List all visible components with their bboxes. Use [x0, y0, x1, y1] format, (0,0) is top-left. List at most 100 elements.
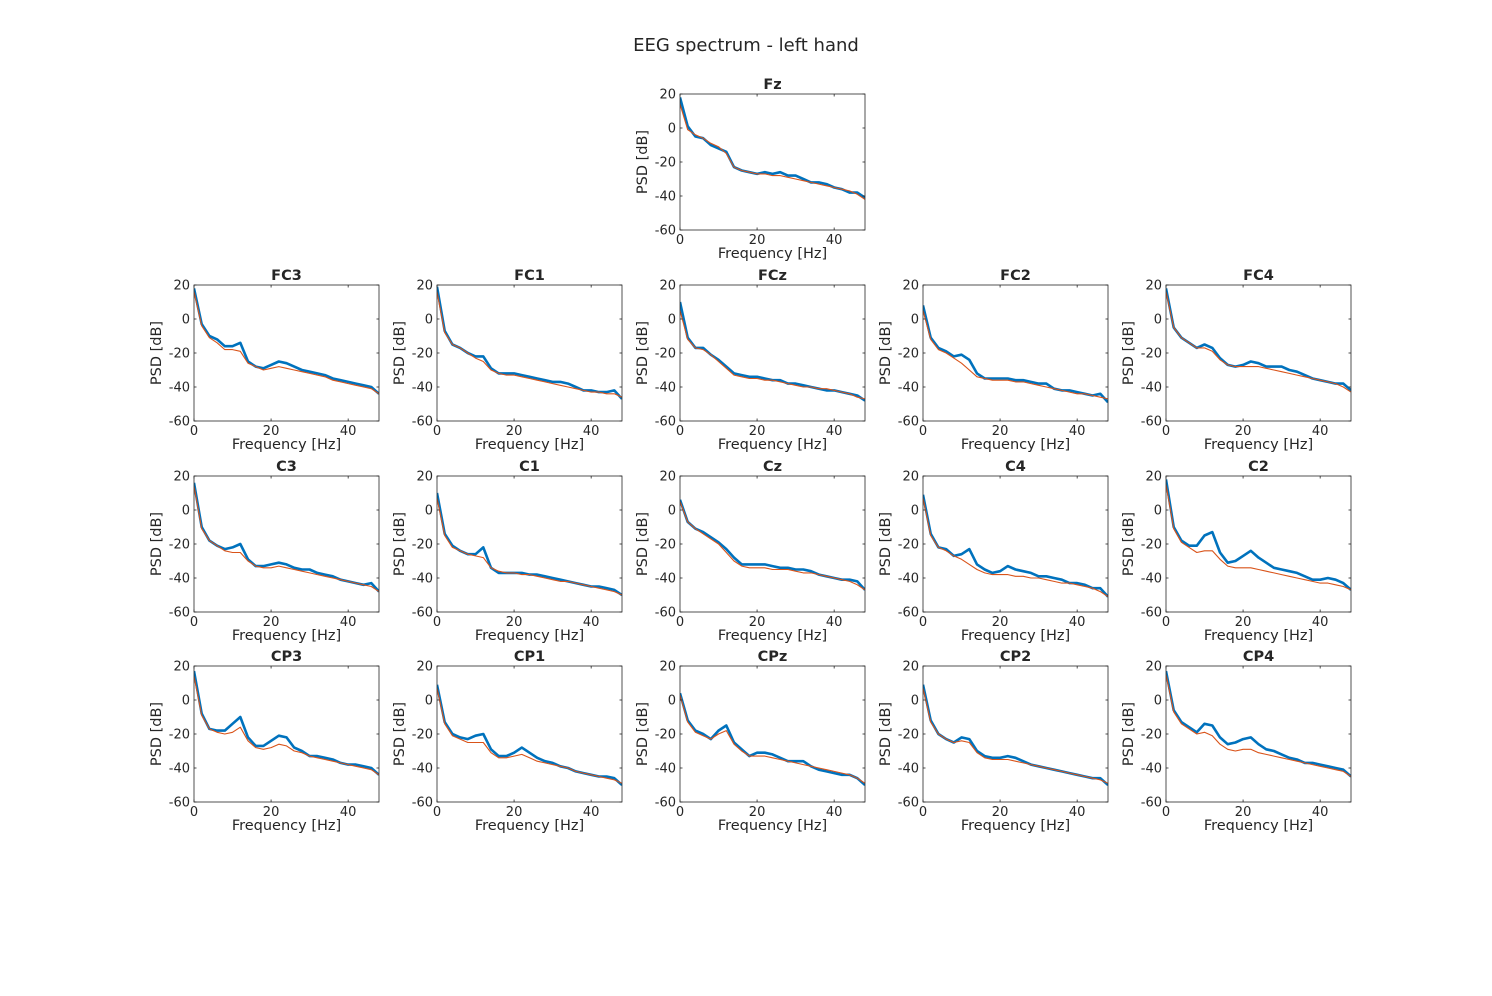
- y-tick-label: -40: [169, 572, 190, 587]
- y-tick-label: 0: [911, 504, 919, 519]
- subplot-fc4: 0 20 40 -60 -40 -20 0 20 FC4 Frequency [Hz] PSD [d…: [1121, 268, 1352, 453]
- x-tick-label: 0: [919, 805, 927, 820]
- y-tick-label: -60: [1141, 606, 1162, 621]
- x-axis-label: Frequency [Hz]: [961, 437, 1070, 453]
- y-tick-label: 0: [425, 694, 433, 709]
- x-tick-label: 20: [992, 805, 1009, 820]
- y-tick-label: -40: [898, 762, 919, 777]
- y-tick-label: -40: [412, 572, 433, 587]
- y-tick-label: 0: [425, 313, 433, 328]
- y-tick-label: 20: [173, 660, 190, 675]
- x-tick-label: 0: [433, 615, 441, 630]
- y-tick-label: -60: [412, 606, 433, 621]
- x-tick-label: 20: [749, 424, 766, 439]
- subplot-title: C1: [519, 459, 540, 475]
- y-tick-label: 0: [425, 504, 433, 519]
- series-line-2: [923, 687, 1108, 784]
- x-tick-label: 20: [992, 424, 1009, 439]
- subplot-fz: 0 20 40 -60 -40 -20 0 20 Fz Frequency [Hz] PSD [dB…: [635, 77, 866, 262]
- subplot-title: C3: [276, 459, 297, 475]
- series-line-2: [437, 291, 622, 398]
- subplot-title: CP1: [514, 649, 545, 665]
- y-tick-label: -20: [412, 347, 433, 362]
- y-axis-label: PSD [dB]: [392, 321, 408, 385]
- series-line-2: [194, 486, 379, 593]
- y-tick-label: 0: [182, 313, 190, 328]
- x-tick-label: 40: [826, 615, 843, 630]
- y-tick-label: -20: [1141, 347, 1162, 362]
- subplot-c3: 0 20 40 -60 -40 -20 0 20 C3 Frequency [Hz] PSD [dB…: [149, 459, 380, 644]
- y-axis-label: PSD [dB]: [392, 512, 408, 576]
- y-tick-label: 20: [902, 660, 919, 675]
- y-tick-label: -60: [169, 415, 190, 430]
- subplot-title: CPz: [758, 649, 788, 665]
- y-tick-label: 0: [668, 504, 676, 519]
- series-line-2: [437, 497, 622, 596]
- subplot-title: C2: [1248, 459, 1269, 475]
- y-tick-label: 0: [668, 122, 676, 137]
- y-tick-label: -20: [898, 728, 919, 743]
- subplot-fc1: 0 20 40 -60 -40 -20 0 20 FC1 Frequency [Hz] PSD [d…: [392, 268, 623, 453]
- y-tick-label: -40: [169, 762, 190, 777]
- y-tick-label: -40: [1141, 572, 1162, 587]
- x-tick-label: 20: [263, 615, 280, 630]
- y-tick-label: -60: [169, 796, 190, 811]
- series-line-2: [1166, 291, 1351, 393]
- x-tick-label: 0: [433, 805, 441, 820]
- y-tick-label: -40: [1141, 381, 1162, 396]
- y-tick-label: 20: [416, 470, 433, 485]
- x-tick-label: 40: [826, 805, 843, 820]
- subplot-title: FC4: [1243, 268, 1274, 284]
- y-tick-label: 20: [659, 88, 676, 103]
- subplot-title: FC2: [1000, 268, 1031, 284]
- x-axis-label: Frequency [Hz]: [475, 818, 584, 834]
- subplot-title: FCz: [758, 268, 787, 284]
- series-line-1: [194, 288, 379, 395]
- x-tick-label: 40: [1312, 615, 1329, 630]
- y-tick-label: 0: [182, 694, 190, 709]
- series-line-1: [923, 305, 1108, 404]
- subplot-fc3: 0 20 40 -60 -40 -20 0 20 FC3 Frequency [Hz] PSD [d…: [149, 268, 380, 453]
- x-axis-label: Frequency [Hz]: [718, 246, 827, 262]
- y-tick-label: -40: [412, 762, 433, 777]
- y-axis-label: PSD [dB]: [635, 321, 651, 385]
- subplot-title: CP4: [1243, 649, 1274, 665]
- y-axis-label: PSD [dB]: [1121, 702, 1137, 766]
- subplot-c4: 0 20 40 -60 -40 -20 0 20 C4 Frequency [Hz] PSD [dB…: [878, 459, 1109, 644]
- x-tick-label: 0: [676, 615, 684, 630]
- x-axis-label: Frequency [Hz]: [718, 437, 827, 453]
- y-tick-label: -40: [655, 190, 676, 205]
- y-tick-label: -40: [898, 572, 919, 587]
- y-tick-label: 0: [668, 313, 676, 328]
- y-tick-label: 20: [1145, 279, 1162, 294]
- x-tick-label: 0: [919, 615, 927, 630]
- y-tick-label: 0: [1154, 694, 1162, 709]
- subplot-title: FC1: [514, 268, 545, 284]
- y-tick-label: 20: [659, 279, 676, 294]
- x-tick-label: 20: [506, 424, 523, 439]
- x-tick-label: 0: [919, 424, 927, 439]
- y-axis-label: PSD [dB]: [1121, 321, 1137, 385]
- series-line-2: [923, 497, 1108, 598]
- y-axis-label: PSD [dB]: [878, 512, 894, 576]
- y-tick-label: -60: [655, 606, 676, 621]
- y-tick-label: 0: [668, 694, 676, 709]
- subplot-title: Fz: [763, 77, 781, 93]
- y-tick-label: 20: [659, 660, 676, 675]
- subplot-cp1: 0 20 40 -60 -40 -20 0 20 CP1 Frequency [Hz] PSD [d…: [392, 649, 623, 834]
- x-tick-label: 20: [506, 615, 523, 630]
- x-tick-label: 20: [1235, 424, 1252, 439]
- y-tick-label: -40: [169, 381, 190, 396]
- y-tick-label: -60: [412, 415, 433, 430]
- x-tick-label: 40: [583, 424, 600, 439]
- y-tick-label: 20: [416, 660, 433, 675]
- y-tick-label: -20: [898, 347, 919, 362]
- y-tick-label: 20: [902, 279, 919, 294]
- figure-title: EEG spectrum - left hand: [633, 35, 859, 56]
- subplot-title: Cz: [763, 459, 782, 475]
- subplot-title: CP2: [1000, 649, 1031, 665]
- y-tick-label: -20: [655, 538, 676, 553]
- x-axis-label: Frequency [Hz]: [232, 818, 341, 834]
